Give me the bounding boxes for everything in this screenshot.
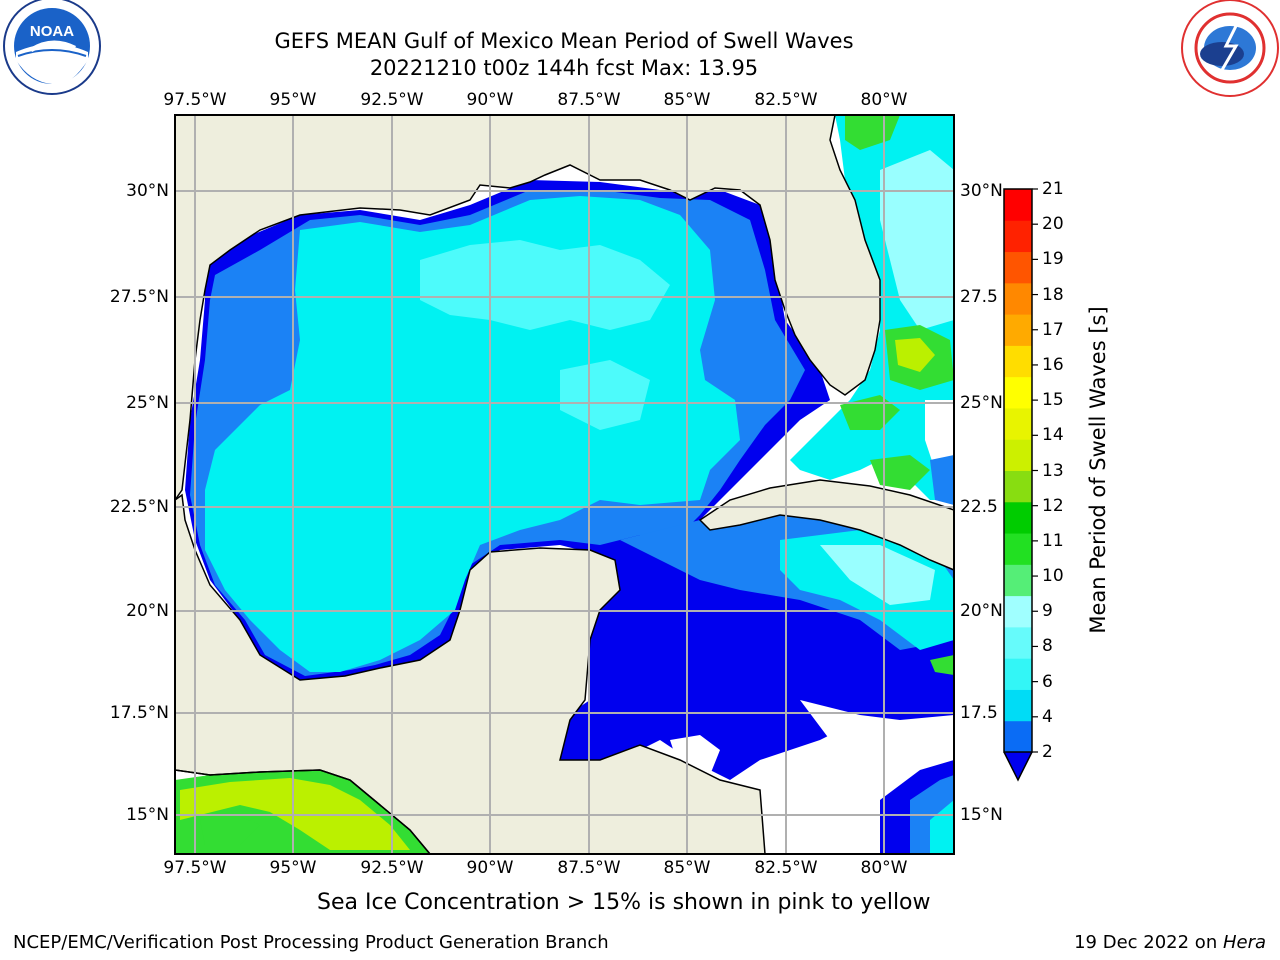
- colorbar-tick-label: 17: [1042, 319, 1064, 340]
- lat-label-left: 27.5°N: [109, 287, 169, 307]
- lon-label-bottom: 87.5°W: [557, 858, 621, 878]
- colorbar-tick-label: 12: [1042, 495, 1064, 516]
- colorbar-segment: [1004, 501, 1032, 534]
- colorbar-tick-label: 15: [1042, 390, 1064, 411]
- colorbar-tick-label: 21: [1042, 179, 1064, 199]
- lon-label-bottom: 80°W: [860, 858, 908, 878]
- caribbean-green-patch: [930, 655, 954, 675]
- land-usa: [175, 115, 881, 502]
- colorbar-segment: [1004, 220, 1032, 253]
- footer-credit: NCEP/EMC/Verification Post Processing Pr…: [13, 932, 609, 953]
- colorbar-segment: [1004, 533, 1032, 565]
- noaa-logo-icon: NOAA: [3, 0, 101, 95]
- colorbar-tick-label: 20: [1042, 214, 1064, 235]
- colorbar-segment: [1004, 376, 1032, 409]
- colorbar-tick-label: 14: [1042, 425, 1064, 446]
- lat-label-right: 17.5: [960, 703, 998, 723]
- lat-label-right: 22.5: [960, 497, 998, 517]
- lon-label-top: 92.5°W: [360, 90, 424, 110]
- lon-label-bottom: 82.5°W: [754, 858, 818, 878]
- lon-label-top: 80°W: [860, 90, 908, 110]
- colorbar-tick-label: 8: [1042, 636, 1053, 657]
- lat-label-right: 15°N: [960, 805, 1003, 825]
- lat-label-left: 25°N: [126, 393, 169, 413]
- atlantic-green-patch: [845, 115, 900, 150]
- footer-date-text: 19 Dec 2022 on: [1074, 932, 1223, 953]
- colorbar-segment: [1004, 470, 1032, 503]
- land-cuba: [698, 479, 954, 571]
- caribbean-light-cyan: [820, 545, 935, 605]
- colorbar-title: Mean Period of Swell Waves [s]: [1086, 306, 1110, 634]
- sea-ice-note: Sea Ice Concentration > 15% is shown in …: [317, 890, 931, 915]
- lon-label-top: 85°W: [663, 90, 711, 110]
- colorbar-segment: [1004, 658, 1032, 690]
- colorbar-segment: [1004, 689, 1032, 722]
- nws-logo-icon: [1181, 0, 1279, 97]
- lat-label-right: 20°N: [960, 601, 1003, 621]
- footer-machine: Hera: [1222, 932, 1266, 953]
- lon-label-top: 82.5°W: [754, 90, 818, 110]
- colorbar-tick-label: 16: [1042, 354, 1064, 375]
- lat-label-left: 20°N: [126, 601, 169, 621]
- colorbar-segment: [1004, 564, 1032, 597]
- colorbar-segment: [1004, 189, 1032, 221]
- lat-label-right: 25°N: [960, 393, 1003, 413]
- colorbar-tick-label: 6: [1042, 671, 1053, 692]
- colorbar-segment: [1004, 282, 1032, 315]
- lon-label-top: 95°W: [269, 90, 317, 110]
- colorbar: [1003, 188, 1038, 782]
- pacific-green-patch: [200, 812, 260, 845]
- lat-label-right: 27.5: [960, 287, 998, 307]
- lon-label-top: 90°W: [466, 90, 514, 110]
- colorbar-segment: [1004, 407, 1032, 440]
- lon-label-top: 87.5°W: [557, 90, 621, 110]
- atlantic-blue-patch: [930, 455, 954, 505]
- map-frame: [174, 114, 955, 855]
- colorbar-tick-label: 4: [1042, 706, 1053, 727]
- lat-label-left: 15°N: [126, 805, 169, 825]
- colorbar-tick-label: 2: [1042, 742, 1053, 762]
- colorbar-tick-label: 10: [1042, 566, 1064, 587]
- lon-label-bottom: 95°W: [269, 858, 317, 878]
- colorbar-tick-label: 13: [1042, 460, 1064, 481]
- colorbar-segment: [1004, 626, 1032, 659]
- colorbar-segment: [1004, 345, 1032, 378]
- lon-label-bottom: 97.5°W: [163, 858, 227, 878]
- colorbar-tick-label: 18: [1042, 284, 1064, 305]
- map-title: GEFS MEAN Gulf of Mexico Mean Period of …: [274, 29, 854, 53]
- svg-text:NOAA: NOAA: [30, 23, 74, 40]
- colorbar-segment: [1004, 251, 1032, 284]
- lon-label-bottom: 85°W: [663, 858, 711, 878]
- land-south: [175, 769, 431, 854]
- gulf-light-cyan-patch: [560, 360, 650, 430]
- colorbar-segment: [1004, 314, 1032, 346]
- colorbar-segment: [1004, 720, 1032, 753]
- colorbar-tick-label: 11: [1042, 530, 1064, 551]
- colorbar-under-triangle: [1004, 752, 1032, 780]
- lat-label-left: 17.5°N: [109, 703, 169, 723]
- lon-label-bottom: 92.5°W: [360, 858, 424, 878]
- lat-label-right: 30°N: [960, 181, 1003, 201]
- lon-label-bottom: 90°W: [466, 858, 514, 878]
- lon-label-top: 97.5°W: [163, 90, 227, 110]
- map-gridlines: [175, 115, 954, 854]
- lat-label-left: 22.5°N: [109, 497, 169, 517]
- atlantic-yellow-green-patch: [895, 338, 935, 372]
- atlantic-light-cyan: [880, 150, 954, 330]
- colorbar-segment: [1004, 439, 1032, 471]
- map-subtitle: 20221210 t00z 144h fcst Max: 13.95: [369, 56, 759, 80]
- colorbar-tick-label: 19: [1042, 249, 1064, 270]
- colorbar-segment: [1004, 595, 1032, 628]
- lat-label-left: 30°N: [126, 181, 169, 201]
- footer-date: 19 Dec 2022 on Hera: [1074, 932, 1266, 954]
- caribbean-lower-cyan: [930, 800, 954, 854]
- colorbar-tick-label: 9: [1042, 601, 1053, 622]
- gulf-light-cyan-patch: [420, 240, 670, 330]
